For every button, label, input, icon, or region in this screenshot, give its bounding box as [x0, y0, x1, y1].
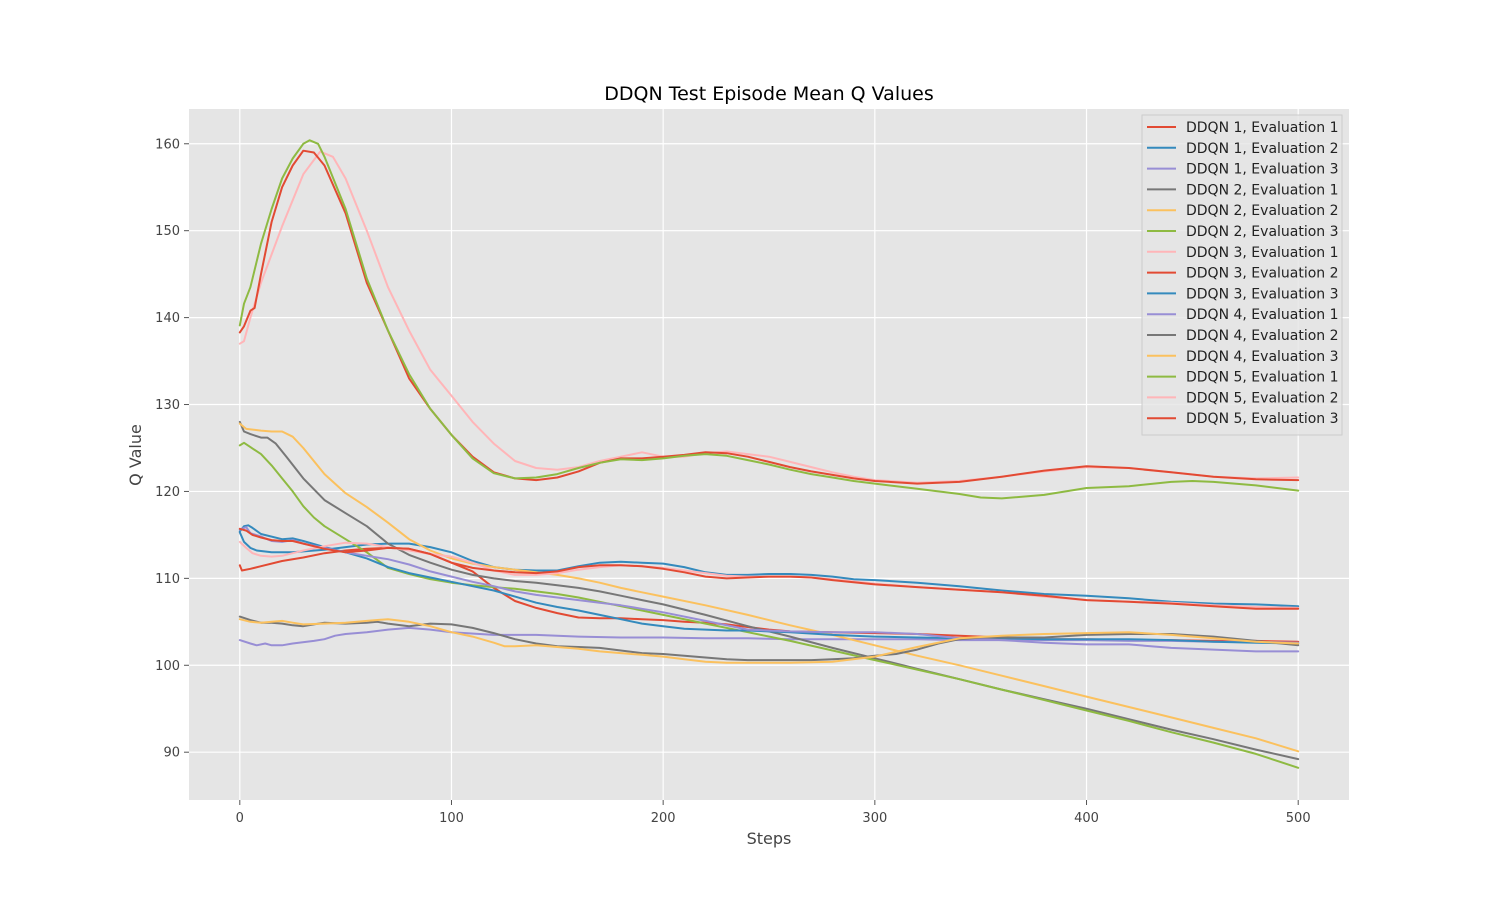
x-tick-label: 500: [1286, 811, 1311, 826]
series-line-13: [238, 139, 1300, 500]
series-line-5: [238, 422, 1300, 753]
legend-entry: DDQN 5, Evaluation 1: [1186, 370, 1339, 386]
axis-ticks: 0 100 200 300 400 500 90 100 110 120 130 140 150 160: [155, 137, 1310, 826]
series-line-12: [238, 618, 1300, 664]
series-line-2: [238, 531, 1300, 608]
y-axis-label: Q Value: [126, 424, 145, 486]
x-tick-label: 100: [439, 811, 464, 826]
x-axis-label: Steps: [747, 829, 792, 848]
legend-entry: DDQN 4, Evaluation 1: [1186, 307, 1339, 323]
y-tick-label: 120: [155, 485, 180, 500]
x-tick-label: 0: [236, 811, 244, 826]
series-line-6: [238, 441, 1300, 769]
y-tick-label: 110: [155, 572, 180, 587]
x-tick-label: 300: [862, 811, 887, 826]
legend-entry: DDQN 2, Evaluation 3: [1186, 224, 1339, 240]
x-tick-label: 200: [651, 811, 676, 826]
series-line-15: [238, 527, 1300, 610]
x-tick-label: 400: [1074, 811, 1099, 826]
y-tick-label: 140: [155, 311, 180, 326]
series-lines: [238, 139, 1300, 769]
legend-entry: DDQN 2, Evaluation 2: [1186, 203, 1339, 219]
legend-entry: DDQN 3, Evaluation 3: [1186, 286, 1339, 302]
legend-entry: DDQN 1, Evaluation 3: [1186, 162, 1339, 178]
y-tick-label: 100: [155, 659, 180, 674]
legend-entry: DDQN 5, Evaluation 2: [1186, 390, 1339, 406]
y-tick-label: 160: [155, 137, 180, 152]
legend-entry: DDQN 3, Evaluation 2: [1186, 266, 1339, 282]
legend-entry: DDQN 3, Evaluation 1: [1186, 245, 1339, 261]
legend-entry: DDQN 2, Evaluation 1: [1186, 182, 1339, 198]
y-tick-label: 90: [163, 746, 180, 761]
chart-title: DDQN Test Episode Mean Q Values: [604, 83, 933, 105]
legend: DDQN 1, Evaluation 1 DDQN 1, Evaluation 2…: [1141, 114, 1343, 436]
y-tick-label: 130: [155, 398, 180, 413]
legend-entry: DDQN 1, Evaluation 1: [1186, 120, 1339, 136]
legend-entry: DDQN 1, Evaluation 2: [1186, 141, 1339, 157]
y-tick-label: 150: [155, 224, 180, 239]
legend-entry: DDQN 4, Evaluation 3: [1186, 349, 1339, 365]
legend-entry: DDQN 5, Evaluation 3: [1186, 411, 1339, 427]
legend-entry: DDQN 4, Evaluation 2: [1186, 328, 1339, 344]
